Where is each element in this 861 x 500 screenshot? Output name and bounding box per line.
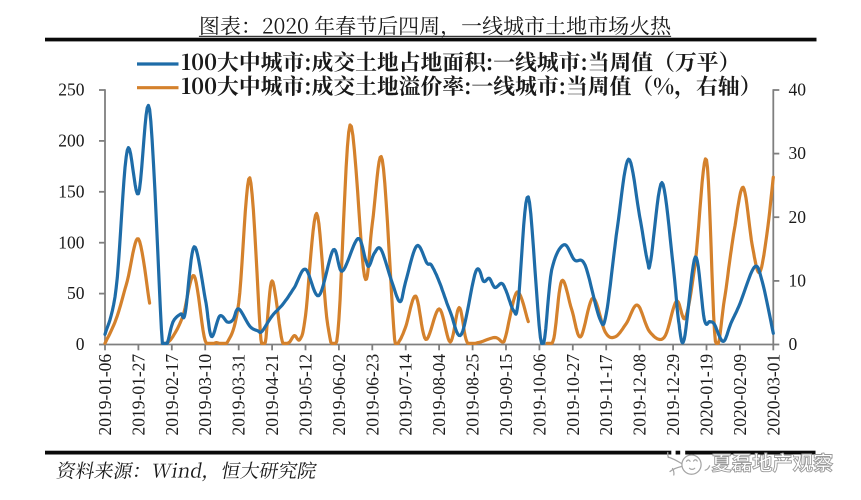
svg-text:200: 200 [58,131,85,151]
svg-text:20: 20 [789,207,807,227]
svg-text:40: 40 [789,80,807,100]
svg-text:100: 100 [58,232,85,252]
svg-text:2019-03-10: 2019-03-10 [195,354,215,436]
svg-text:2019-02-17: 2019-02-17 [162,354,182,436]
svg-text:2020-02-09: 2020-02-09 [730,354,750,436]
svg-text:2019-12-08: 2019-12-08 [630,354,650,436]
svg-text:2019-06-02: 2019-06-02 [329,354,349,436]
svg-text:2019-06-23: 2019-06-23 [362,354,382,436]
svg-text:50: 50 [67,283,85,303]
svg-text:2019-09-15: 2019-09-15 [496,354,516,436]
svg-text:150: 150 [58,181,85,201]
svg-text:2019-01-06: 2019-01-06 [95,354,115,436]
svg-text:2019-08-04: 2019-08-04 [429,354,449,436]
svg-text:30: 30 [789,143,807,163]
svg-text:2019-10-06: 2019-10-06 [529,354,549,436]
svg-text:2020-03-01: 2020-03-01 [763,354,783,436]
svg-text:10: 10 [789,271,807,291]
svg-text:2019-04-21: 2019-04-21 [262,354,282,436]
svg-text:2019-12-29: 2019-12-29 [663,354,683,436]
svg-text:2019-10-27: 2019-10-27 [563,354,583,436]
svg-text:2019-05-12: 2019-05-12 [296,354,316,436]
svg-text:0: 0 [789,334,798,354]
svg-text:2019-11-17: 2019-11-17 [596,354,616,435]
svg-text:2019-03-31: 2019-03-31 [229,354,249,436]
svg-text:250: 250 [58,80,85,100]
svg-text:0: 0 [76,334,85,354]
svg-text:2019-08-25: 2019-08-25 [463,354,483,436]
svg-text:2020-01-19: 2020-01-19 [697,354,717,436]
svg-text:2019-07-14: 2019-07-14 [396,354,416,436]
svg-text:2019-01-27: 2019-01-27 [128,354,148,436]
